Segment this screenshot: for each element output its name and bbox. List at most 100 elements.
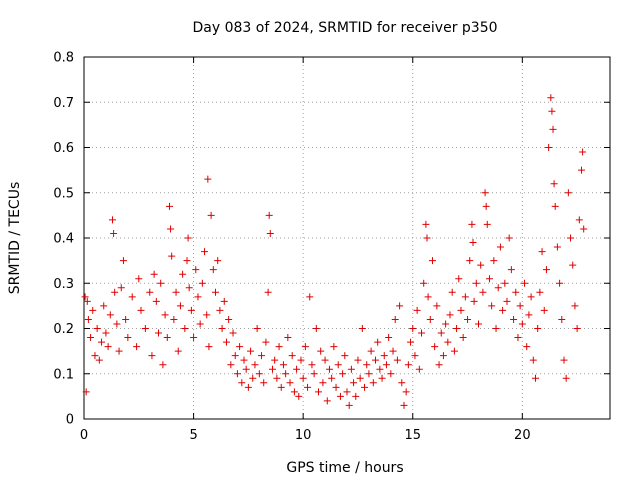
- data-point: [146, 288, 154, 296]
- data-point: [424, 293, 432, 301]
- data-point: [549, 125, 557, 133]
- data-point: [472, 279, 480, 287]
- data-point: [306, 293, 314, 301]
- data-point: [183, 257, 191, 265]
- data-point: [308, 361, 316, 369]
- data-point: [179, 270, 187, 278]
- data-point: [203, 311, 211, 319]
- data-point: [499, 306, 507, 314]
- data-point: [518, 320, 526, 328]
- data-point: [503, 297, 511, 305]
- data-point: [540, 306, 548, 314]
- data-point: [343, 388, 351, 396]
- data-point: [551, 202, 559, 210]
- data-point: [420, 279, 428, 287]
- data-point: [231, 352, 239, 360]
- data-point: [81, 293, 89, 301]
- data-point: [240, 356, 248, 364]
- data-point: [159, 361, 167, 369]
- data-point: [184, 234, 192, 242]
- data-point: [275, 343, 283, 351]
- data-point: [385, 334, 393, 342]
- data-point: [358, 325, 366, 332]
- x-tick-label: 15: [404, 428, 421, 443]
- x-axis-label: GPS time / hours: [286, 460, 403, 476]
- data-point: [161, 311, 169, 319]
- data-point: [198, 279, 206, 287]
- data-point: [527, 293, 535, 301]
- data-point: [367, 347, 375, 355]
- data-point: [490, 257, 498, 265]
- data-point: [95, 356, 103, 364]
- data-point: [319, 379, 327, 387]
- data-point: [163, 334, 171, 342]
- data-point: [150, 270, 158, 278]
- data-point: [376, 365, 384, 373]
- y-tick-label: 0.2: [53, 322, 74, 337]
- data-point: [325, 365, 333, 373]
- data-point: [282, 370, 290, 378]
- data-point: [135, 275, 143, 283]
- data-point: [265, 211, 273, 219]
- y-tick-label: 0.1: [53, 367, 74, 382]
- data-point: [573, 325, 581, 332]
- data-point: [431, 343, 439, 351]
- data-point: [461, 293, 469, 301]
- data-point: [354, 356, 362, 364]
- data-point: [556, 279, 564, 287]
- data-point: [536, 288, 544, 296]
- data-point: [336, 392, 344, 400]
- data-point: [407, 338, 415, 346]
- data-point: [128, 293, 136, 301]
- data-point: [214, 257, 222, 265]
- data-point: [317, 347, 325, 355]
- data-point: [553, 243, 561, 251]
- data-point: [220, 297, 228, 305]
- data-point: [426, 315, 434, 323]
- data-point: [521, 279, 529, 287]
- data-point: [187, 306, 195, 314]
- data-point: [387, 370, 395, 378]
- data-point: [293, 365, 301, 373]
- data-point: [578, 166, 586, 174]
- data-point: [247, 347, 255, 355]
- data-point: [225, 315, 233, 323]
- data-point: [176, 302, 184, 310]
- data-point: [82, 388, 90, 396]
- data-point: [347, 365, 355, 373]
- data-point: [115, 347, 123, 355]
- data-point: [345, 401, 353, 409]
- data-point: [529, 356, 537, 364]
- data-point: [389, 347, 397, 355]
- data-point: [137, 306, 145, 314]
- data-point: [253, 325, 261, 332]
- data-point: [297, 356, 305, 364]
- data-point: [192, 266, 200, 274]
- data-point: [190, 334, 198, 342]
- data-point: [141, 325, 149, 332]
- data-point: [510, 315, 518, 323]
- data-point: [482, 202, 490, 210]
- data-point: [113, 320, 121, 328]
- data-point: [209, 266, 217, 274]
- y-tick-label: 0.5: [53, 186, 74, 201]
- data-point: [459, 334, 467, 342]
- data-point: [315, 388, 323, 396]
- data-point: [450, 347, 458, 355]
- data-point: [227, 361, 235, 369]
- data-point: [560, 356, 568, 364]
- data-point: [446, 311, 454, 319]
- data-point: [185, 284, 193, 292]
- data-point: [531, 374, 539, 382]
- data-point: [165, 202, 173, 210]
- data-point: [222, 338, 230, 346]
- data-point: [404, 361, 412, 369]
- data-point: [365, 370, 373, 378]
- data-point: [548, 107, 556, 115]
- data-point: [218, 325, 226, 332]
- data-point: [334, 361, 342, 369]
- chart-title: Day 083 of 2024, SRMTID for receiver p35…: [192, 20, 497, 36]
- data-point: [382, 361, 390, 369]
- data-point: [310, 370, 318, 378]
- data-point: [469, 239, 477, 247]
